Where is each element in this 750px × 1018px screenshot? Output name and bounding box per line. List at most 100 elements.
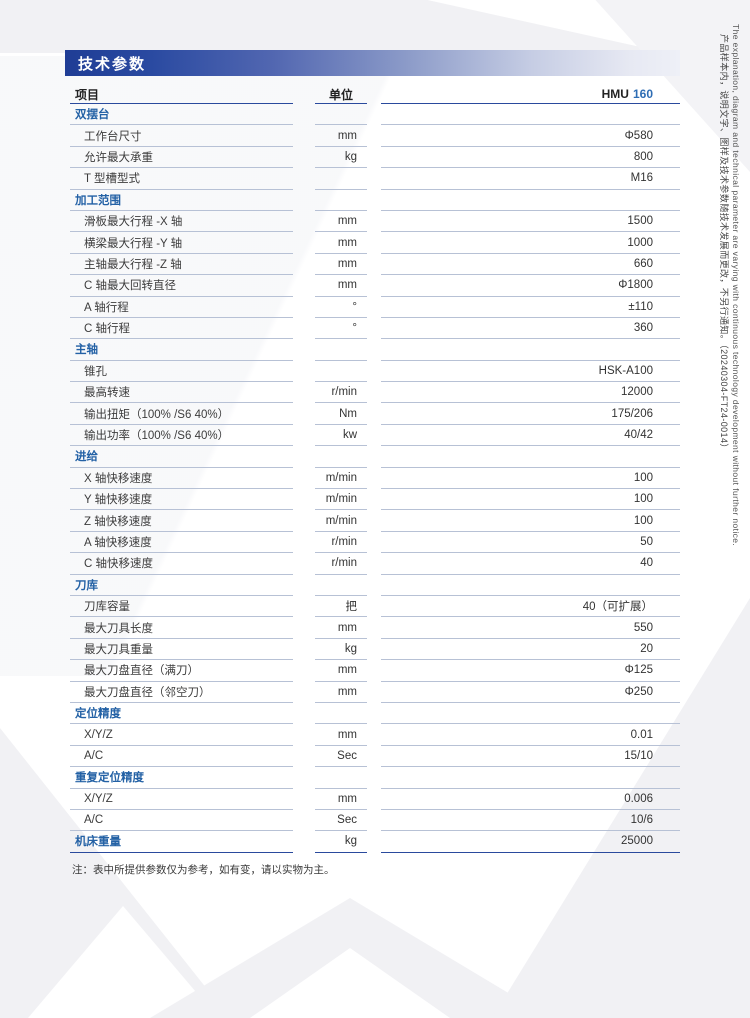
section-title: 主轴	[70, 339, 293, 361]
row-label: 输出扭矩（100% /S6 40%）	[70, 403, 293, 425]
column-gap	[293, 361, 315, 382]
table-row: 输出功率（100% /S6 40%） kw 40/42	[70, 425, 680, 447]
row-value: 0.006	[381, 789, 680, 810]
column-gap	[293, 810, 315, 831]
model-number: 160	[632, 87, 653, 101]
row-label: 锥孔	[70, 361, 293, 383]
table-row: C 轴快移速度 r/min 40	[70, 553, 680, 575]
row-unit: mm	[315, 211, 367, 233]
banner-title: 技术参数	[78, 55, 147, 73]
side-note-en: The explanation, diagram and technical p…	[731, 24, 741, 547]
column-gap	[367, 85, 381, 104]
column-gap	[367, 361, 381, 382]
column-gap	[367, 639, 381, 660]
row-label: 滑板最大行程 -X 轴	[70, 211, 293, 233]
row-label: 允许最大承重	[70, 147, 293, 169]
row-unit	[315, 168, 367, 190]
column-gap	[293, 425, 315, 446]
table-row: X/Y/Z mm 0.01	[70, 724, 680, 746]
row-value: 40/42	[381, 425, 680, 447]
column-gap	[367, 125, 381, 146]
row-label: 刀库容量	[70, 596, 293, 618]
row-value: Φ580	[381, 125, 680, 147]
row-unit: kg	[315, 147, 367, 169]
summary-row: 机床重量 kg 25000	[70, 831, 680, 853]
row-value: 40	[381, 553, 680, 575]
row-value: ±110	[381, 297, 680, 318]
column-gap	[293, 553, 315, 574]
column-gap	[367, 660, 381, 681]
section-unit	[315, 575, 367, 596]
column-gap	[293, 318, 315, 339]
column-gap	[293, 724, 315, 745]
row-unit: r/min	[315, 553, 367, 575]
section-unit: kg	[315, 831, 367, 853]
row-unit: Sec	[315, 746, 367, 768]
row-unit: 把	[315, 596, 367, 618]
row-value: 100	[381, 510, 680, 532]
row-value: Φ1800	[381, 275, 680, 297]
spec-table: 项目 单位 HMU 160 双摆台 工作台尺寸 mm Φ580 允许最大承重 kg 800 T…	[70, 85, 680, 853]
column-gap	[367, 275, 381, 296]
background-shape-bottom-middle	[150, 898, 550, 1018]
row-value: 15/10	[381, 746, 680, 768]
row-label: X/Y/Z	[70, 789, 293, 810]
row-unit: Sec	[315, 810, 367, 832]
table-row: C 轴行程 ° 360	[70, 318, 680, 340]
section-value	[381, 104, 680, 126]
row-label: A 轴快移速度	[70, 532, 293, 554]
column-gap	[293, 211, 315, 232]
column-gap	[293, 767, 315, 788]
column-gap	[367, 553, 381, 574]
row-unit: mm	[315, 275, 367, 297]
section-unit	[315, 703, 367, 725]
row-label: X/Y/Z	[70, 724, 293, 746]
row-label: 横梁最大行程 -Y 轴	[70, 232, 293, 254]
table-row: A 轴行程 ° ±110	[70, 297, 680, 318]
column-gap	[293, 596, 315, 617]
section-value	[381, 767, 680, 789]
row-unit: °	[315, 297, 367, 318]
table-row: 锥孔 HSK-A100	[70, 361, 680, 383]
section-title: 刀库	[70, 575, 293, 596]
column-gap	[293, 789, 315, 810]
column-gap	[293, 85, 315, 104]
row-value: Φ125	[381, 660, 680, 682]
column-gap	[293, 147, 315, 168]
footnote: 注：表中所提供参数仅为参考，如有变，请以实物为主。	[72, 864, 335, 876]
column-gap	[367, 682, 381, 703]
row-unit	[315, 361, 367, 383]
row-value: 800	[381, 147, 680, 169]
column-gap	[367, 831, 381, 852]
table-row: 最大刀具重量 kg 20	[70, 639, 680, 661]
column-gap	[293, 703, 315, 724]
column-gap	[293, 746, 315, 767]
column-gap	[367, 446, 381, 467]
row-unit: kg	[315, 639, 367, 661]
column-gap	[293, 468, 315, 489]
column-gap	[367, 468, 381, 489]
table-row: A/C Sec 10/6	[70, 810, 680, 832]
row-label: X 轴快移速度	[70, 468, 293, 490]
row-label: C 轴快移速度	[70, 553, 293, 575]
section-title: 加工范围	[70, 190, 293, 211]
row-label: 主轴最大行程 -Z 轴	[70, 254, 293, 276]
section-header-row: 重复定位精度	[70, 767, 680, 789]
row-unit: °	[315, 318, 367, 340]
row-label: C 轴行程	[70, 318, 293, 340]
column-gap	[367, 596, 381, 617]
section-title: 机床重量	[70, 831, 293, 853]
row-unit: m/min	[315, 510, 367, 532]
row-value: 550	[381, 617, 680, 639]
column-gap	[367, 403, 381, 424]
column-gap	[293, 617, 315, 638]
row-label: A/C	[70, 810, 293, 832]
section-title: 定位精度	[70, 703, 293, 725]
row-value: 175/206	[381, 403, 680, 425]
column-gap	[367, 147, 381, 168]
column-gap	[367, 232, 381, 253]
column-gap	[367, 810, 381, 831]
column-gap	[367, 382, 381, 403]
section-value: 25000	[381, 831, 680, 853]
column-gap	[293, 682, 315, 703]
